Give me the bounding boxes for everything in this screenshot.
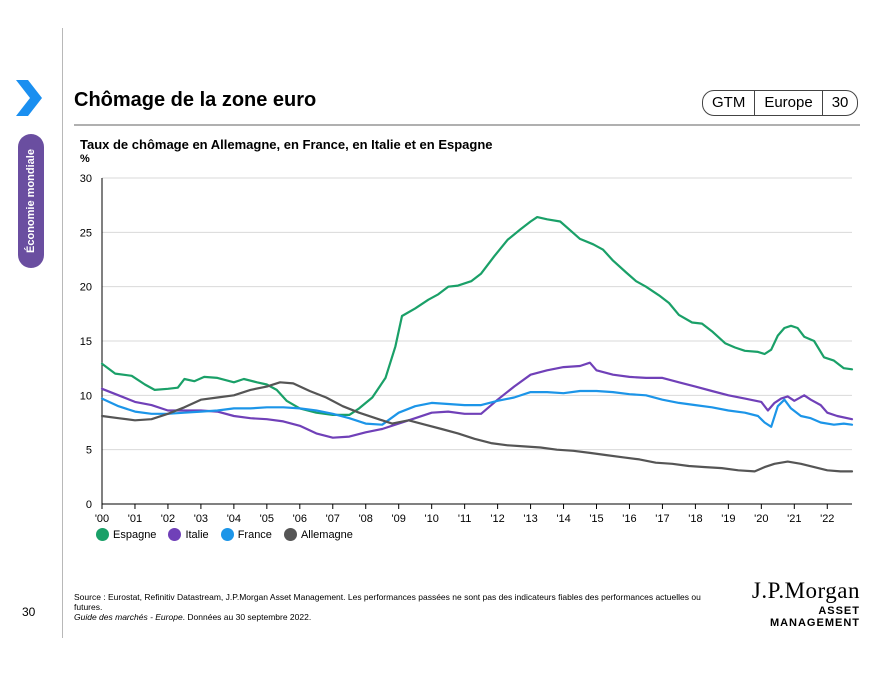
vertical-divider bbox=[62, 28, 63, 638]
x-tick-label: '00 bbox=[95, 513, 109, 525]
x-tick-label: '07 bbox=[326, 513, 340, 525]
x-tick-label: '05 bbox=[260, 513, 274, 525]
x-tick-label: '10 bbox=[424, 513, 438, 525]
axes: 0 5 10 15 20 25 30 '00 '01 '02 '03 '04 '05 '06 '07 '08 '… bbox=[80, 173, 852, 525]
x-tick-label: '12 bbox=[490, 513, 504, 525]
x-tick-label: '06 bbox=[293, 513, 307, 525]
x-tick-label: '16 bbox=[622, 513, 636, 525]
x-tick-label: '19 bbox=[721, 513, 735, 525]
series-lines bbox=[100, 216, 854, 473]
y-tick-label: 30 bbox=[80, 173, 92, 185]
y-axis-unit: % bbox=[80, 153, 90, 165]
source-text: Source : Eurostat, Refinitiv Datastream,… bbox=[74, 592, 701, 612]
legend-swatch bbox=[220, 528, 234, 541]
legend-label: France bbox=[237, 528, 272, 541]
legend-item-espagne: Espagne bbox=[96, 528, 156, 541]
guide-title: Guide des marchés - Europe bbox=[74, 612, 183, 622]
chart-title: Taux de chômage en Allemagne, en France,… bbox=[80, 137, 493, 152]
tag-region: Europe bbox=[754, 91, 821, 115]
logo-line1: J.P.Morgan bbox=[751, 578, 860, 603]
legend-label: Allemagne bbox=[300, 528, 353, 541]
x-tick-label: '01 bbox=[128, 513, 142, 525]
legend-label: Italie bbox=[185, 528, 209, 541]
y-tick-label: 0 bbox=[86, 499, 92, 511]
x-tick-label: '18 bbox=[688, 513, 702, 525]
tag-gtm: GTM bbox=[712, 94, 746, 111]
series-line-france bbox=[100, 389, 854, 428]
legend-item-allemagne: Allemagne bbox=[283, 528, 353, 541]
logo-line2: ASSET MANAGEMENT bbox=[769, 605, 860, 629]
y-tick-label: 25 bbox=[80, 227, 92, 239]
source-note: Source : Eurostat, Refinitiv Datastream,… bbox=[74, 592, 714, 622]
page-number: 30 bbox=[22, 605, 36, 619]
chart-legend: Espagne Italie France Allemagne bbox=[96, 528, 353, 541]
x-tick-label: '15 bbox=[589, 513, 603, 525]
x-tick-label: '20 bbox=[754, 513, 768, 525]
x-tick-label: '03 bbox=[194, 513, 208, 525]
x-tick-label: '04 bbox=[227, 513, 241, 525]
legend-item-italie: Italie bbox=[168, 528, 209, 541]
tag-page: 30 bbox=[821, 91, 858, 115]
jpmorgan-logo: J.P.Morgan ASSET MANAGEMENT bbox=[740, 578, 860, 629]
chevron-right-icon bbox=[16, 80, 42, 116]
y-tick-label: 20 bbox=[80, 282, 92, 294]
series-line-allemagne bbox=[100, 381, 854, 473]
legend-item-france: France bbox=[220, 528, 272, 541]
series-line-espagne bbox=[100, 216, 854, 416]
y-tick-label: 15 bbox=[80, 336, 92, 348]
section-tab[interactable] bbox=[18, 134, 44, 268]
x-tick-label: '22 bbox=[820, 513, 834, 525]
x-tick-label: '02 bbox=[161, 513, 175, 525]
guide-date: . Données au 30 septembre 2022. bbox=[182, 612, 312, 622]
y-tick-label: 10 bbox=[80, 390, 92, 402]
grid-lines bbox=[102, 177, 852, 451]
x-tick-label: '14 bbox=[556, 513, 570, 525]
legend-swatch bbox=[96, 528, 109, 541]
gtm-tag: GTM Europe 30 bbox=[702, 90, 859, 116]
legend-swatch bbox=[168, 528, 182, 541]
x-tick-label: '09 bbox=[392, 513, 406, 525]
x-tick-label: '11 bbox=[458, 513, 472, 525]
x-tick-label: '21 bbox=[787, 513, 801, 525]
series-line-italie bbox=[100, 361, 854, 439]
x-tick-label: '17 bbox=[655, 513, 669, 525]
x-tick-label: '08 bbox=[359, 513, 373, 525]
page-title: Chômage de la zone euro bbox=[74, 89, 317, 111]
legend-swatch bbox=[283, 528, 297, 541]
y-tick-label: 5 bbox=[86, 445, 92, 457]
title-rule bbox=[74, 124, 860, 126]
legend-label: Espagne bbox=[113, 528, 157, 541]
x-tick-label: '13 bbox=[523, 513, 537, 525]
